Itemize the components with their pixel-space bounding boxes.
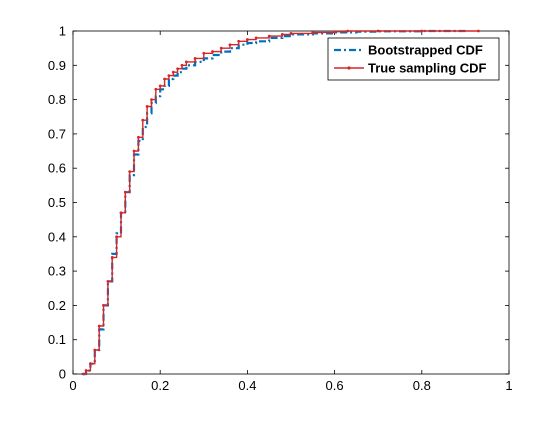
true-sampling-cdf-point [246, 38, 249, 41]
true-sampling-cdf-point [180, 63, 184, 67]
true-sampling-cdf-point [211, 50, 214, 53]
true-sampling-cdf-point [193, 57, 197, 60]
true-sampling-cdf-point [376, 29, 380, 33]
legend-box [327, 37, 500, 81]
y-tick-label: 1 [59, 24, 66, 39]
true-sampling-cdf-point [102, 304, 105, 307]
y-tick-label: 0.6 [48, 161, 66, 176]
legend: Bootstrapped CDF True sampling CDF [327, 37, 500, 81]
true-sampling-cdf-point [254, 36, 258, 40]
y-tick-label: 0.9 [48, 58, 66, 73]
true-sampling-cdf-point [106, 279, 110, 283]
y-tick-label: 0.8 [48, 92, 66, 107]
series-1 [82, 29, 480, 376]
true-sampling-cdf-point [89, 362, 92, 366]
x-tick-label: 0.2 [151, 378, 169, 393]
legend-label: True sampling CDF [368, 61, 487, 76]
legend-swatch-marker [347, 66, 351, 70]
true-sampling-cdf-point [123, 190, 127, 194]
true-sampling-cdf-point [228, 43, 232, 47]
true-sampling-cdf-point [311, 30, 315, 34]
true-sampling-cdf-point [176, 67, 180, 71]
y-tick-label: 0.5 [48, 195, 66, 210]
y-tick-label: 0.2 [48, 298, 66, 313]
x-tick-label: 0 [69, 378, 76, 393]
true-sampling-cdf-point [167, 74, 171, 77]
plot-area [72, 30, 510, 375]
true-sampling-cdf-point [219, 46, 223, 50]
true-sampling-cdf-point [154, 87, 158, 91]
true-sampling-cdf-point [82, 372, 86, 376]
true-sampling-cdf-point [163, 77, 166, 81]
true-sampling-cdf-point [97, 324, 101, 328]
true-sampling-cdf-point [115, 235, 118, 239]
true-sampling-cdf-point [132, 149, 136, 153]
true-sampling-cdf-point [158, 84, 162, 88]
true-sampling-cdf-point [84, 369, 88, 372]
true-sampling-cdf-point [202, 51, 206, 55]
true-sampling-cdf-point [477, 29, 480, 33]
true-sampling-cdf-point [137, 135, 140, 139]
true-sampling-cdf-point [289, 32, 293, 35]
true-sampling-cdf-point [141, 118, 145, 122]
x-tick-label: 0.6 [326, 378, 344, 393]
true-sampling-cdf-point [346, 29, 350, 33]
y-tick-label: 0.7 [48, 126, 66, 141]
y-tick-label: 0.3 [48, 264, 66, 279]
true-sampling-cdf-point [119, 211, 123, 215]
legend-label: Bootstrapped CDF [368, 43, 483, 58]
x-tick-label: 1 [505, 378, 512, 393]
true-sampling-cdf-point [267, 34, 271, 38]
true-sampling-cdf-point [110, 255, 114, 259]
axis-ticks: 0 0.2 0.4 0.6 0.8 1 0 0.1 0.2 0.3 0.4 0.5 0.6 0.7 0.8 0… [48, 24, 513, 394]
true-sampling-cdf-point [280, 33, 284, 36]
true-sampling-cdf-point [171, 70, 175, 74]
true-sampling-cdf-point [145, 105, 149, 108]
true-sampling-cdf-point [93, 348, 97, 352]
series-layer [81, 29, 480, 376]
true-sampling-cdf-point [333, 30, 336, 34]
true-sampling-cdf-point [128, 170, 132, 174]
true-sampling-cdf-point [150, 98, 153, 101]
true-sampling-cdf-point [237, 39, 241, 43]
y-tick-label: 0 [59, 367, 66, 382]
true-sampling-cdf-point [420, 29, 424, 33]
x-tick-label: 0.8 [413, 378, 431, 393]
y-tick-label: 0.4 [48, 229, 66, 244]
true-sampling-cdf-point [184, 60, 188, 64]
y-tick-label: 0.1 [48, 332, 66, 347]
x-tick-label: 0.4 [238, 378, 256, 393]
